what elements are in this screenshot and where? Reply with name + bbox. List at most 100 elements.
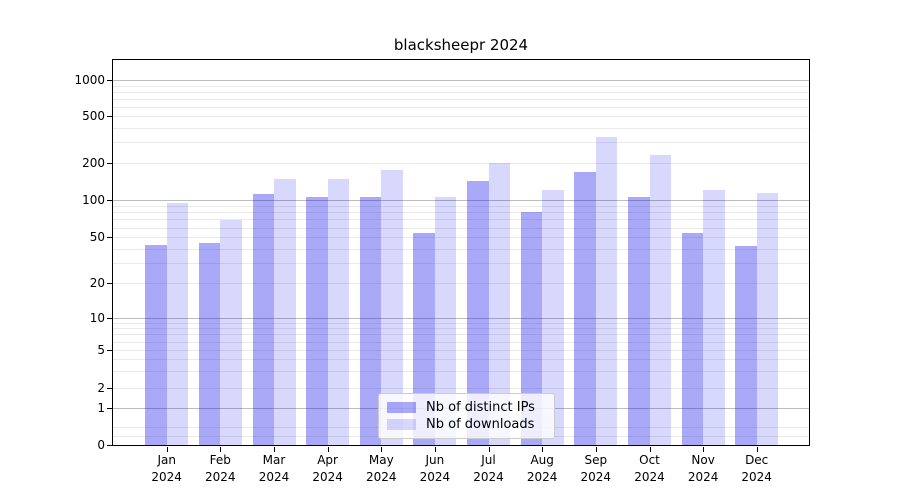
gridline	[113, 106, 809, 108]
bar-downloads-aug	[542, 190, 564, 445]
bar-downloads-nov	[703, 189, 725, 445]
gridline	[113, 387, 809, 389]
y-tick-label: 500	[82, 109, 105, 123]
bar-downloads-feb	[220, 220, 242, 445]
bar-downloads-apr	[327, 178, 350, 445]
gridline	[113, 334, 809, 336]
gridline	[113, 85, 809, 87]
x-tick-label: Nov 2024	[687, 453, 719, 484]
x-tick-label: Feb 2024	[205, 453, 236, 484]
x-tick	[542, 446, 544, 452]
x-tick-label: Apr 2024	[312, 453, 343, 484]
legend: Nb of distinct IPs Nb of downloads	[378, 393, 555, 439]
y-tick-label: 1000	[74, 73, 105, 87]
legend-label-downloads: Nb of downloads	[426, 417, 535, 432]
x-tick	[595, 446, 597, 452]
gridline	[113, 116, 809, 117]
x-tick	[434, 446, 436, 452]
bar-ips-jun	[413, 233, 435, 445]
x-tick	[166, 446, 168, 452]
gridline	[113, 359, 809, 361]
legend-swatch-downloads	[387, 419, 416, 430]
gridline	[113, 262, 809, 264]
bar-downloads-may	[381, 170, 403, 445]
y-tick	[106, 200, 112, 201]
bar-ips-feb	[198, 242, 221, 445]
plot-area	[111, 58, 810, 446]
x-tick-label: Jan 2024	[151, 453, 182, 484]
gridline	[113, 98, 809, 100]
y-tick-label: 10	[89, 310, 105, 325]
x-tick-label: Jun 2024	[419, 453, 451, 484]
bar-ips-sep	[574, 172, 596, 445]
bar-downloads-mar	[274, 178, 296, 445]
y-tick-label: 20	[89, 276, 105, 291]
gridline	[113, 341, 809, 343]
gridline	[113, 212, 809, 213]
bar-ips-jul	[467, 180, 489, 445]
bar-downloads-jun	[434, 197, 457, 445]
bar-downloads-dec	[756, 193, 779, 445]
legend-label-distinct-ips: Nb of distinct IPs	[426, 400, 535, 415]
bar-ips-aug	[520, 212, 543, 445]
bar-downloads-jan	[166, 203, 189, 445]
gridline	[113, 322, 809, 324]
gridline	[113, 237, 809, 239]
bar-ips-mar	[252, 193, 274, 445]
x-tick	[327, 446, 329, 452]
x-tick-label: Oct 2024	[634, 453, 665, 484]
x-tick	[381, 446, 383, 452]
x-tick	[649, 446, 651, 452]
gridline	[113, 350, 809, 351]
x-tick-label: Jul 2024	[473, 453, 504, 484]
y-tick	[106, 387, 112, 389]
y-tick	[106, 408, 112, 410]
x-tick-label: May 2024	[366, 453, 397, 484]
legend-item-distinct-ips: Nb of distinct IPs	[387, 399, 546, 416]
y-tick	[106, 237, 112, 239]
x-tick-label: Aug 2024	[526, 453, 558, 484]
bar-ips-apr	[306, 196, 328, 445]
x-tick-label: Dec 2024	[741, 453, 772, 484]
gridline	[113, 200, 809, 201]
gridline	[113, 317, 809, 319]
y-tick-label: 5	[97, 343, 105, 357]
y-tick	[106, 317, 112, 319]
legend-swatch-distinct-ips	[387, 402, 416, 413]
y-tick	[106, 445, 112, 446]
x-tick-label: Mar 2024	[258, 453, 290, 484]
gridline	[113, 371, 809, 372]
bar-downloads-oct	[649, 154, 671, 445]
y-tick-label: 200	[82, 156, 105, 171]
gridline	[113, 219, 809, 221]
y-tick-label: 50	[89, 230, 105, 245]
y-tick	[106, 116, 112, 117]
gridline	[113, 205, 809, 207]
gridline	[113, 142, 809, 144]
y-tick-label: 0	[97, 438, 105, 452]
x-tick	[703, 446, 705, 452]
bar-ips-jan	[145, 244, 167, 445]
x-tick	[220, 446, 222, 452]
y-tick-label: 2	[97, 380, 105, 395]
gridline	[113, 80, 809, 81]
bar-ips-may	[359, 197, 382, 445]
y-tick	[106, 163, 112, 165]
y-tick	[106, 80, 112, 81]
y-tick	[106, 283, 112, 285]
y-tick-label: 100	[82, 193, 105, 207]
bar-downloads-sep	[595, 137, 618, 445]
gridline	[113, 127, 809, 129]
bar-ips-dec	[735, 246, 757, 445]
gridline	[113, 91, 809, 93]
x-tick	[274, 446, 275, 452]
x-tick-label: Sep 2024	[580, 453, 612, 484]
y-tick	[106, 350, 112, 351]
bar-ips-oct	[628, 196, 650, 445]
gridline	[113, 248, 809, 250]
x-tick	[756, 446, 758, 452]
chart-title: blacksheepr 2024	[393, 36, 529, 54]
bar-ips-nov	[681, 233, 704, 445]
gridline	[113, 163, 809, 165]
